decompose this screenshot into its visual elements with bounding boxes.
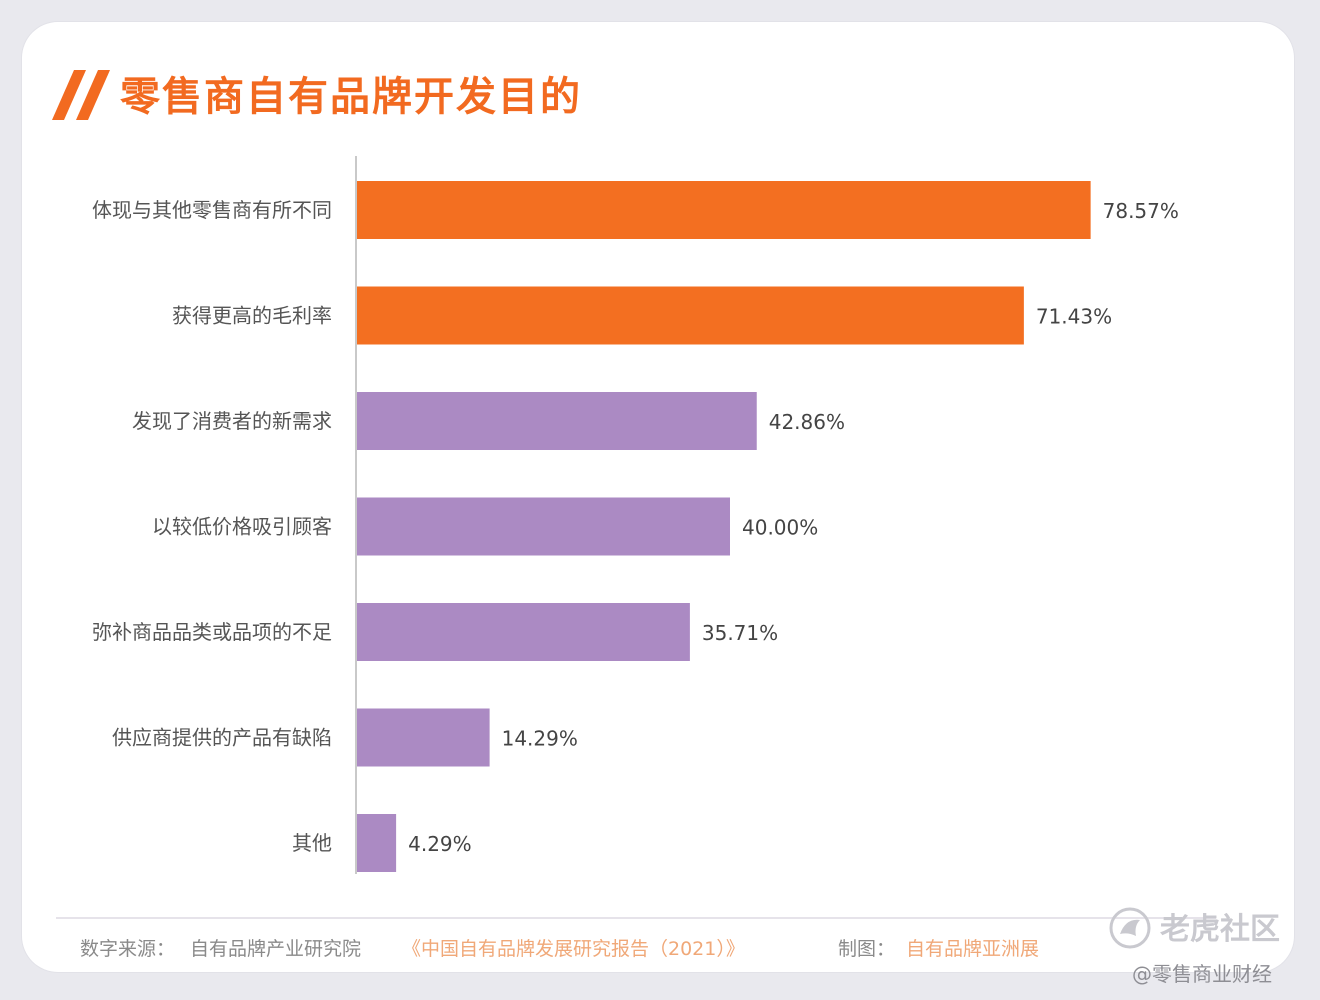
bar-6 [356,708,490,767]
bar-2 [356,286,1024,345]
chart-card [22,22,1294,972]
credit-label: 制图： [838,938,896,960]
bar-1 [356,181,1091,239]
category-label-2: 获得更高的毛利率 [172,304,332,328]
category-label-6: 供应商提供的产品有缺陷 [112,726,332,750]
tiger-community-logo-icon [1109,907,1151,949]
bar-4 [356,497,730,556]
watermark-account: @零售商业财经 [1132,962,1272,986]
category-label-5: 弥补商品品类或品项的不足 [92,620,332,644]
value-label-7: 4.29% [408,832,472,856]
source-report: 《中国自有品牌发展研究报告（2021）》 [402,938,745,960]
bar-5 [356,603,690,661]
value-label-6: 14.29% [502,727,578,751]
value-label-3: 42.86% [769,410,845,434]
bar-7 [356,814,397,872]
page-title: 零售商自有品牌开发目的 [120,74,582,120]
category-label-1: 体现与其他零售商有所不同 [92,198,332,222]
watermark-brand: 老虎社区 [1160,912,1280,947]
source-text: 自有品牌产业研究院 [190,938,362,960]
category-label-4: 以较低价格吸引顾客 [152,515,332,539]
value-label-2: 71.43% [1036,305,1112,329]
value-label-1: 78.57% [1103,199,1179,223]
value-label-5: 35.71% [702,621,778,645]
category-label-7: 其他 [292,831,332,855]
bar-3 [356,392,757,450]
title-slash-icon [52,70,110,120]
footer-divider [56,917,1216,919]
value-label-4: 40.00% [742,516,818,540]
source-label: 数字来源： [80,938,176,960]
category-label-3: 发现了消费者的新需求 [132,409,332,433]
credit-text: 自有品牌亚洲展 [906,938,1040,960]
